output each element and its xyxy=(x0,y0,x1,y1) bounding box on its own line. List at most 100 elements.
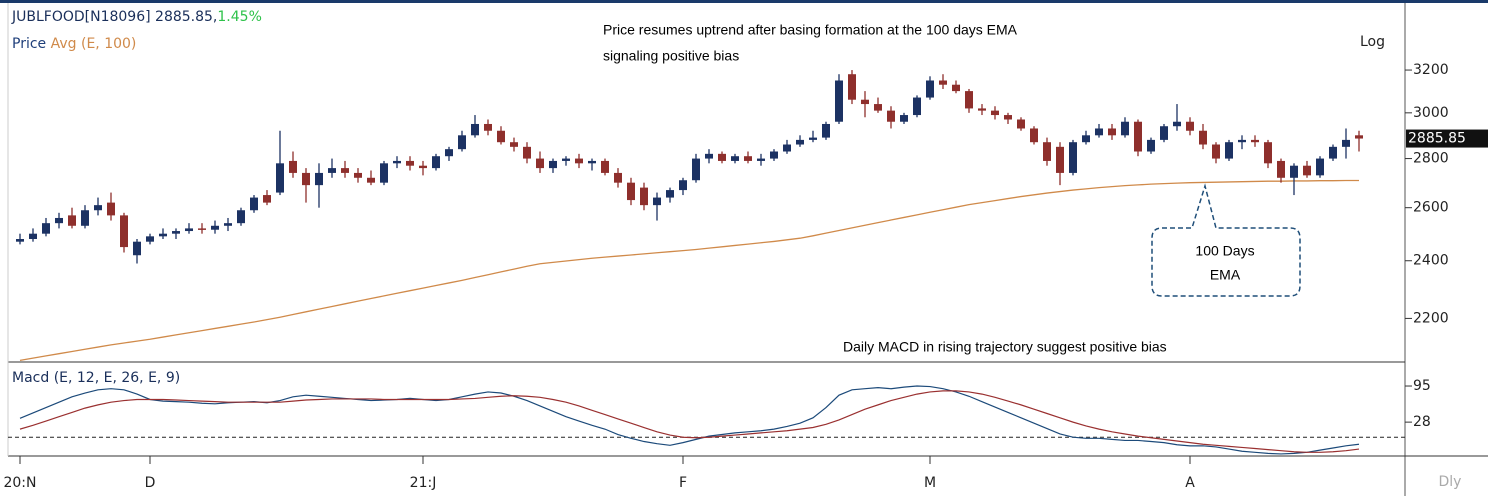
callout-box xyxy=(1151,183,1301,297)
candle-body xyxy=(757,158,765,161)
candle-body xyxy=(471,123,479,136)
y-tick-label: 3000 xyxy=(1413,105,1449,121)
candle-body xyxy=(367,177,375,183)
candle-body xyxy=(159,233,167,237)
candle-body xyxy=(458,135,466,150)
legend-entry: Price xyxy=(12,36,46,52)
candle-body xyxy=(211,225,219,230)
y-tick-label: 2200 xyxy=(1413,310,1449,326)
candle-body xyxy=(822,123,830,138)
candle-body xyxy=(1095,128,1103,136)
candle-body xyxy=(1069,142,1077,173)
candle-body xyxy=(1277,160,1285,178)
candle-body xyxy=(731,156,739,161)
candle-body xyxy=(978,108,986,111)
candle-body xyxy=(419,165,427,169)
candle-body xyxy=(653,197,661,206)
x-tick-label: F xyxy=(679,475,687,491)
candle-body xyxy=(601,160,609,173)
candle-body xyxy=(1121,121,1129,136)
candle-body xyxy=(1238,139,1246,143)
y-tick-label: 2400 xyxy=(1413,253,1449,269)
legend-entry: Avg (E, 100) xyxy=(51,36,137,52)
candle-body xyxy=(796,139,804,145)
candle-body xyxy=(250,197,258,211)
x-tick-label: M xyxy=(924,475,936,491)
candle-body xyxy=(1303,165,1311,176)
candle-body xyxy=(1316,158,1324,176)
candle-body xyxy=(1056,146,1064,173)
candle-body xyxy=(913,97,921,116)
candle-body xyxy=(16,239,24,242)
candle-body xyxy=(939,80,947,85)
candle-body xyxy=(1212,144,1220,159)
candle-body xyxy=(393,160,401,164)
candle-body xyxy=(1134,121,1142,152)
candle-body xyxy=(289,160,297,173)
candle-body xyxy=(549,160,557,169)
candle-body xyxy=(172,231,180,234)
candle-body xyxy=(588,160,596,164)
candle-body xyxy=(1030,128,1038,143)
annotation: Daily MACD in rising trajectory suggest … xyxy=(843,339,1167,355)
y-tick-label: 2600 xyxy=(1413,200,1449,216)
annotation: signaling positive bias xyxy=(603,48,739,64)
x-tick-label: D xyxy=(145,475,156,491)
candle-body xyxy=(627,182,635,201)
candle-body xyxy=(809,137,817,140)
candle-body xyxy=(705,153,713,159)
change-text: 1.45% xyxy=(217,9,261,25)
last-price-box xyxy=(1406,129,1488,148)
candle-body xyxy=(432,156,440,169)
candle-body xyxy=(302,172,310,186)
candle-body xyxy=(107,202,115,216)
legend: Price Avg (E, 100) xyxy=(12,36,136,52)
x-tick-label: A xyxy=(1185,475,1195,491)
candle-body xyxy=(1264,142,1272,164)
candle-body xyxy=(874,104,882,111)
candle-body xyxy=(744,156,752,161)
candle-body xyxy=(536,158,544,169)
last-price-label: 2885.85 xyxy=(1408,131,1466,147)
candle-body xyxy=(1186,121,1194,131)
candle-body xyxy=(328,168,336,173)
title-text: JUBLFOOD[N18096] 2885.85, xyxy=(11,9,217,25)
candle-body xyxy=(783,144,791,152)
candle-body xyxy=(887,110,895,122)
x-tick-label: 20:N xyxy=(3,475,36,491)
candle-body xyxy=(120,215,128,248)
candle-body xyxy=(55,217,63,224)
candle-body xyxy=(81,210,89,226)
candle-body xyxy=(575,158,583,164)
y-tick-label: 2800 xyxy=(1413,151,1449,167)
callout-text: 100 Days xyxy=(1195,243,1254,259)
candle-body xyxy=(848,74,856,100)
candle-body xyxy=(224,223,232,226)
candle-body xyxy=(861,99,869,105)
candle-body xyxy=(185,228,193,232)
candle-body xyxy=(952,84,960,92)
scale-label: Log xyxy=(1360,34,1385,50)
candle-body xyxy=(484,123,492,131)
candle-body xyxy=(900,115,908,122)
candle-body xyxy=(1082,135,1090,143)
candle-body xyxy=(991,110,999,116)
macd-line xyxy=(19,385,1360,455)
y-tick-label: 95 xyxy=(1413,378,1431,394)
annotation: Price resumes uptrend after basing forma… xyxy=(603,22,1018,38)
candle-body xyxy=(640,187,648,206)
symbol-title: JUBLFOOD[N18096] 2885.85,1.45% xyxy=(11,9,262,25)
candle-body xyxy=(237,210,245,224)
candle-body xyxy=(354,172,362,178)
candle-body xyxy=(1017,119,1025,129)
candle-body xyxy=(497,130,505,143)
candle-body xyxy=(1355,135,1363,139)
candle-body xyxy=(562,158,570,161)
candle-body xyxy=(614,172,622,183)
candle-body xyxy=(406,160,414,166)
candle-body xyxy=(146,236,154,242)
candle-body xyxy=(926,80,934,98)
macd-line xyxy=(19,390,1360,453)
candle-body xyxy=(666,190,674,198)
